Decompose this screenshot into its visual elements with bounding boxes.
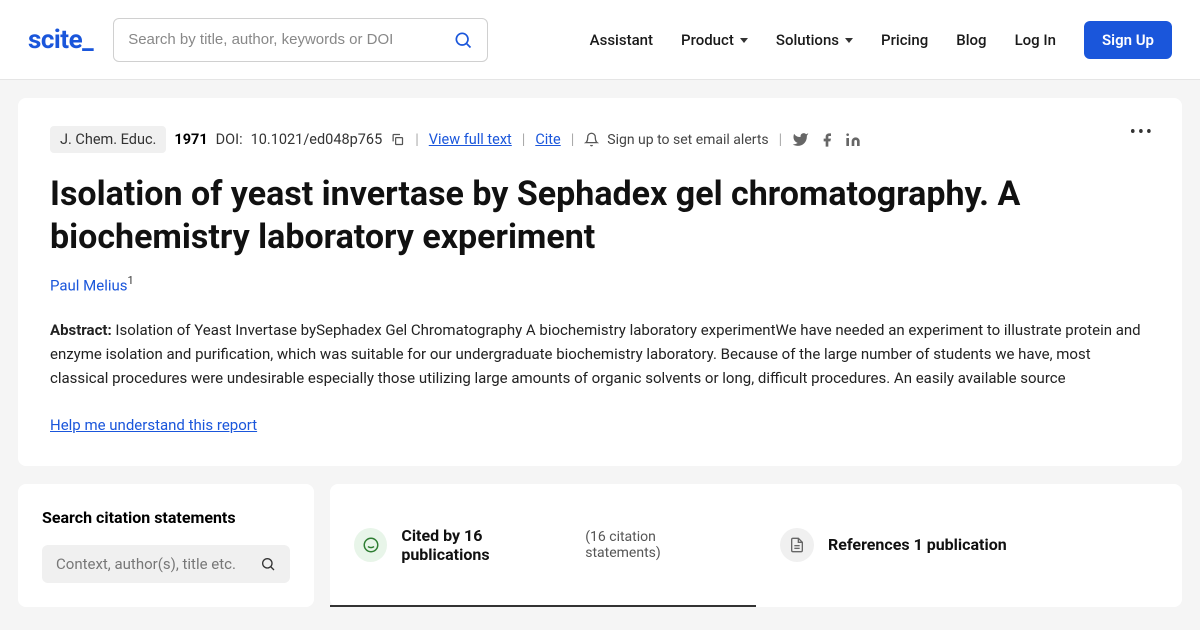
bell-icon[interactable] <box>584 132 599 147</box>
article-meta: J. Chem. Educ. 1971 DOI: 10.1021/ed048p7… <box>50 126 1150 153</box>
tab-references-main: References 1 publication <box>828 535 1007 554</box>
context-search-input[interactable]: Context, author(s), title etc. <box>42 545 290 583</box>
social-share <box>792 131 861 148</box>
nav-blog[interactable]: Blog <box>956 31 986 49</box>
facebook-icon[interactable] <box>819 132 835 148</box>
search-icon <box>260 556 276 572</box>
alert-signup-text[interactable]: Sign up to set email alerts <box>607 132 768 148</box>
linkedin-icon[interactable] <box>845 132 861 148</box>
abstract: Abstract: Isolation of Yeast Invertase b… <box>50 318 1150 390</box>
doi-value: 10.1021/ed048p765 <box>251 131 383 148</box>
author-affiliation: 1 <box>128 274 134 287</box>
nav-solutions[interactable]: Solutions <box>776 31 853 49</box>
journal-badge[interactable]: J. Chem. Educ. <box>50 126 166 153</box>
nav-pricing[interactable]: Pricing <box>881 31 928 49</box>
signup-button[interactable]: Sign Up <box>1084 21 1172 59</box>
nav-product[interactable]: Product <box>681 31 748 49</box>
tab-references[interactable]: References 1 publication <box>756 484 1182 607</box>
abstract-text: Isolation of Yeast Invertase bySephadex … <box>50 321 1141 387</box>
logo-suffix: _ <box>82 25 93 55</box>
chevron-down-icon <box>740 38 748 43</box>
copy-icon[interactable] <box>390 132 405 147</box>
divider: | <box>571 131 575 148</box>
doi-label: DOI: <box>216 131 243 148</box>
publication-year: 1971 <box>174 131 207 148</box>
logo[interactable]: scite_ <box>28 25 93 55</box>
tab-cited-main: Cited by 16 publications <box>401 526 571 564</box>
document-icon <box>780 528 814 562</box>
tab-cited-by[interactable]: Cited by 16 publications (16 citation st… <box>330 484 756 607</box>
logo-text: scite <box>28 25 82 55</box>
search-icon[interactable] <box>453 30 473 50</box>
citation-search-panel: Search citation statements Context, auth… <box>18 484 314 607</box>
tab-cited-sub: (16 citation statements) <box>585 529 732 561</box>
divider: | <box>779 131 783 148</box>
nav-login[interactable]: Log In <box>1015 31 1056 49</box>
search-box[interactable] <box>113 18 488 62</box>
more-menu-icon[interactable]: ••• <box>1130 122 1154 143</box>
chevron-down-icon <box>845 38 853 43</box>
view-full-text-link[interactable]: View full text <box>429 131 512 148</box>
nav-links: Assistant Product Solutions Pricing Blog… <box>590 21 1172 59</box>
twitter-icon[interactable] <box>792 131 809 148</box>
nav-assistant[interactable]: Assistant <box>590 31 653 49</box>
sidebar-title: Search citation statements <box>42 508 290 527</box>
citation-icon <box>354 528 387 562</box>
article-card: ••• J. Chem. Educ. 1971 DOI: 10.1021/ed0… <box>18 98 1182 466</box>
article-title: Isolation of yeast invertase by Sephadex… <box>50 173 1150 258</box>
divider: | <box>522 131 526 148</box>
search-input[interactable] <box>128 31 453 48</box>
author-link[interactable]: Paul Melius <box>50 276 128 294</box>
top-navigation: scite_ Assistant Product Solutions Prici… <box>0 0 1200 80</box>
bottom-section: Search citation statements Context, auth… <box>18 484 1182 607</box>
divider: | <box>415 131 419 148</box>
cite-link[interactable]: Cite <box>535 131 560 148</box>
author-row: Paul Melius1 <box>50 274 1150 294</box>
abstract-label: Abstract: <box>50 321 112 339</box>
context-search-placeholder: Context, author(s), title etc. <box>56 555 236 573</box>
help-understand-link[interactable]: Help me understand this report <box>50 416 257 434</box>
citation-tabs: Cited by 16 publications (16 citation st… <box>330 484 1182 607</box>
